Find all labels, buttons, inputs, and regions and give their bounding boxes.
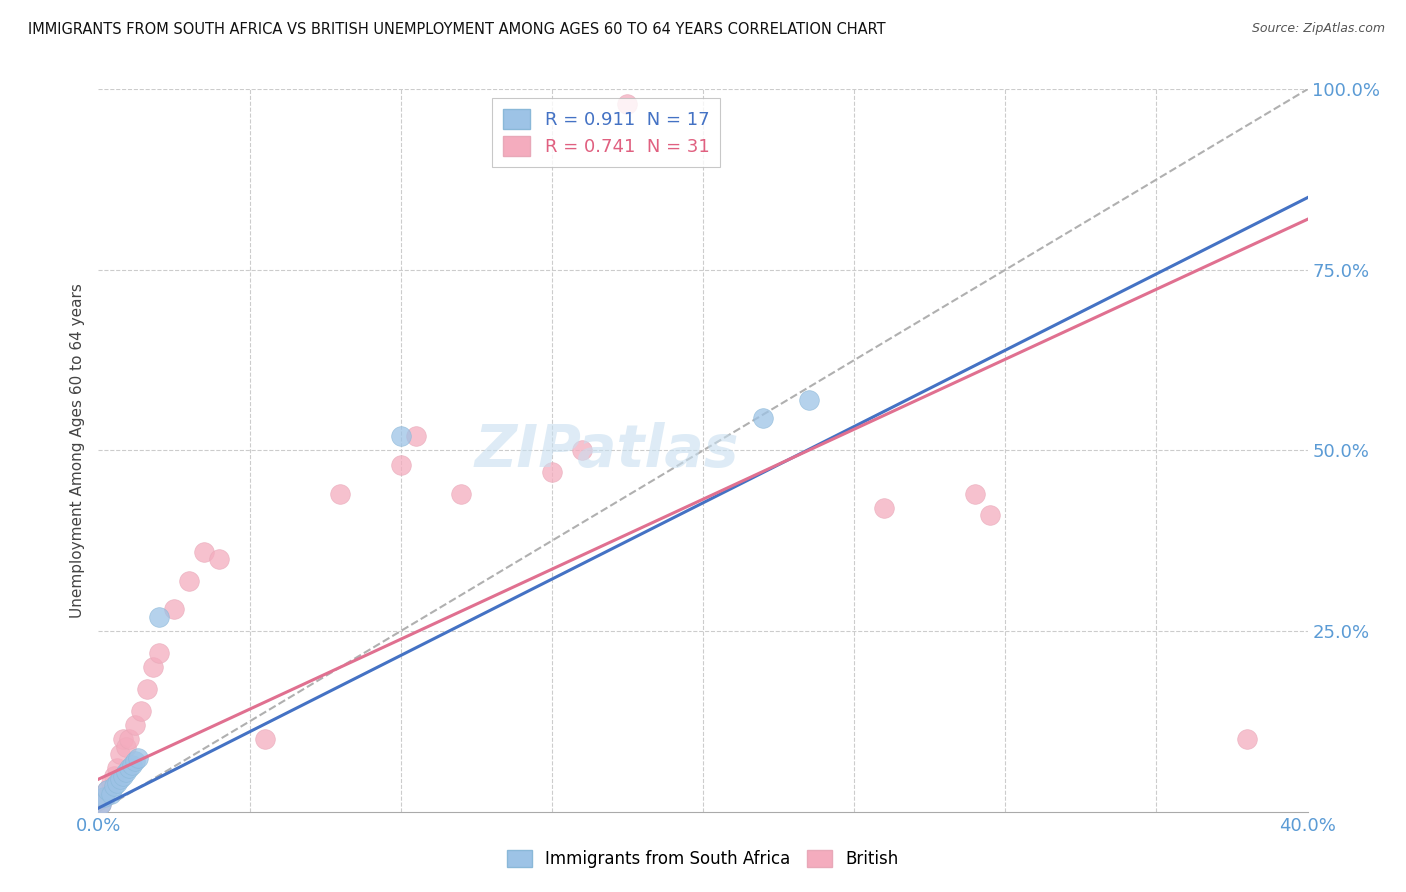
Point <box>114 739 136 754</box>
Point <box>90 797 112 812</box>
Point <box>129 704 152 718</box>
Point <box>90 797 112 812</box>
Point <box>389 429 412 443</box>
Point <box>118 732 141 747</box>
Text: IMMIGRANTS FROM SOUTH AFRICA VS BRITISH UNEMPLOYMENT AMONG AGES 60 TO 64 YEARS C: IMMIGRANTS FROM SOUTH AFRICA VS BRITISH … <box>28 22 886 37</box>
Point <box>163 602 186 616</box>
Point <box>100 787 122 801</box>
Point <box>103 780 125 794</box>
Point <box>96 783 118 797</box>
Point <box>103 769 125 783</box>
Point <box>114 764 136 779</box>
Point <box>124 718 146 732</box>
Point <box>450 487 472 501</box>
Point <box>93 790 115 805</box>
Point <box>965 487 987 501</box>
Point <box>752 411 775 425</box>
Point <box>93 790 115 805</box>
Point <box>127 750 149 764</box>
Point <box>108 747 131 761</box>
Point <box>135 681 157 696</box>
Point <box>111 769 134 783</box>
Point <box>148 646 170 660</box>
Point <box>124 754 146 768</box>
Point <box>979 508 1001 523</box>
Point <box>389 458 412 472</box>
Point <box>105 776 128 790</box>
Text: Source: ZipAtlas.com: Source: ZipAtlas.com <box>1251 22 1385 36</box>
Point <box>108 772 131 787</box>
Point <box>329 487 352 501</box>
Y-axis label: Unemployment Among Ages 60 to 64 years: Unemployment Among Ages 60 to 64 years <box>69 283 84 618</box>
Point <box>616 96 638 111</box>
Point <box>105 761 128 775</box>
Point <box>571 443 593 458</box>
Legend: R = 0.911  N = 17, R = 0.741  N = 31: R = 0.911 N = 17, R = 0.741 N = 31 <box>492 98 720 167</box>
Point <box>148 609 170 624</box>
Point <box>1236 732 1258 747</box>
Legend: Immigrants from South Africa, British: Immigrants from South Africa, British <box>501 843 905 875</box>
Point <box>208 551 231 566</box>
Point <box>873 501 896 516</box>
Point <box>111 732 134 747</box>
Point <box>193 544 215 558</box>
Point <box>121 757 143 772</box>
Point <box>540 465 562 479</box>
Point <box>96 783 118 797</box>
Point <box>179 574 201 588</box>
Point <box>253 732 276 747</box>
Point <box>118 761 141 775</box>
Point <box>797 392 820 407</box>
Point <box>142 660 165 674</box>
Text: ZIPatlas: ZIPatlas <box>474 422 738 479</box>
Point <box>405 429 427 443</box>
Point <box>100 776 122 790</box>
